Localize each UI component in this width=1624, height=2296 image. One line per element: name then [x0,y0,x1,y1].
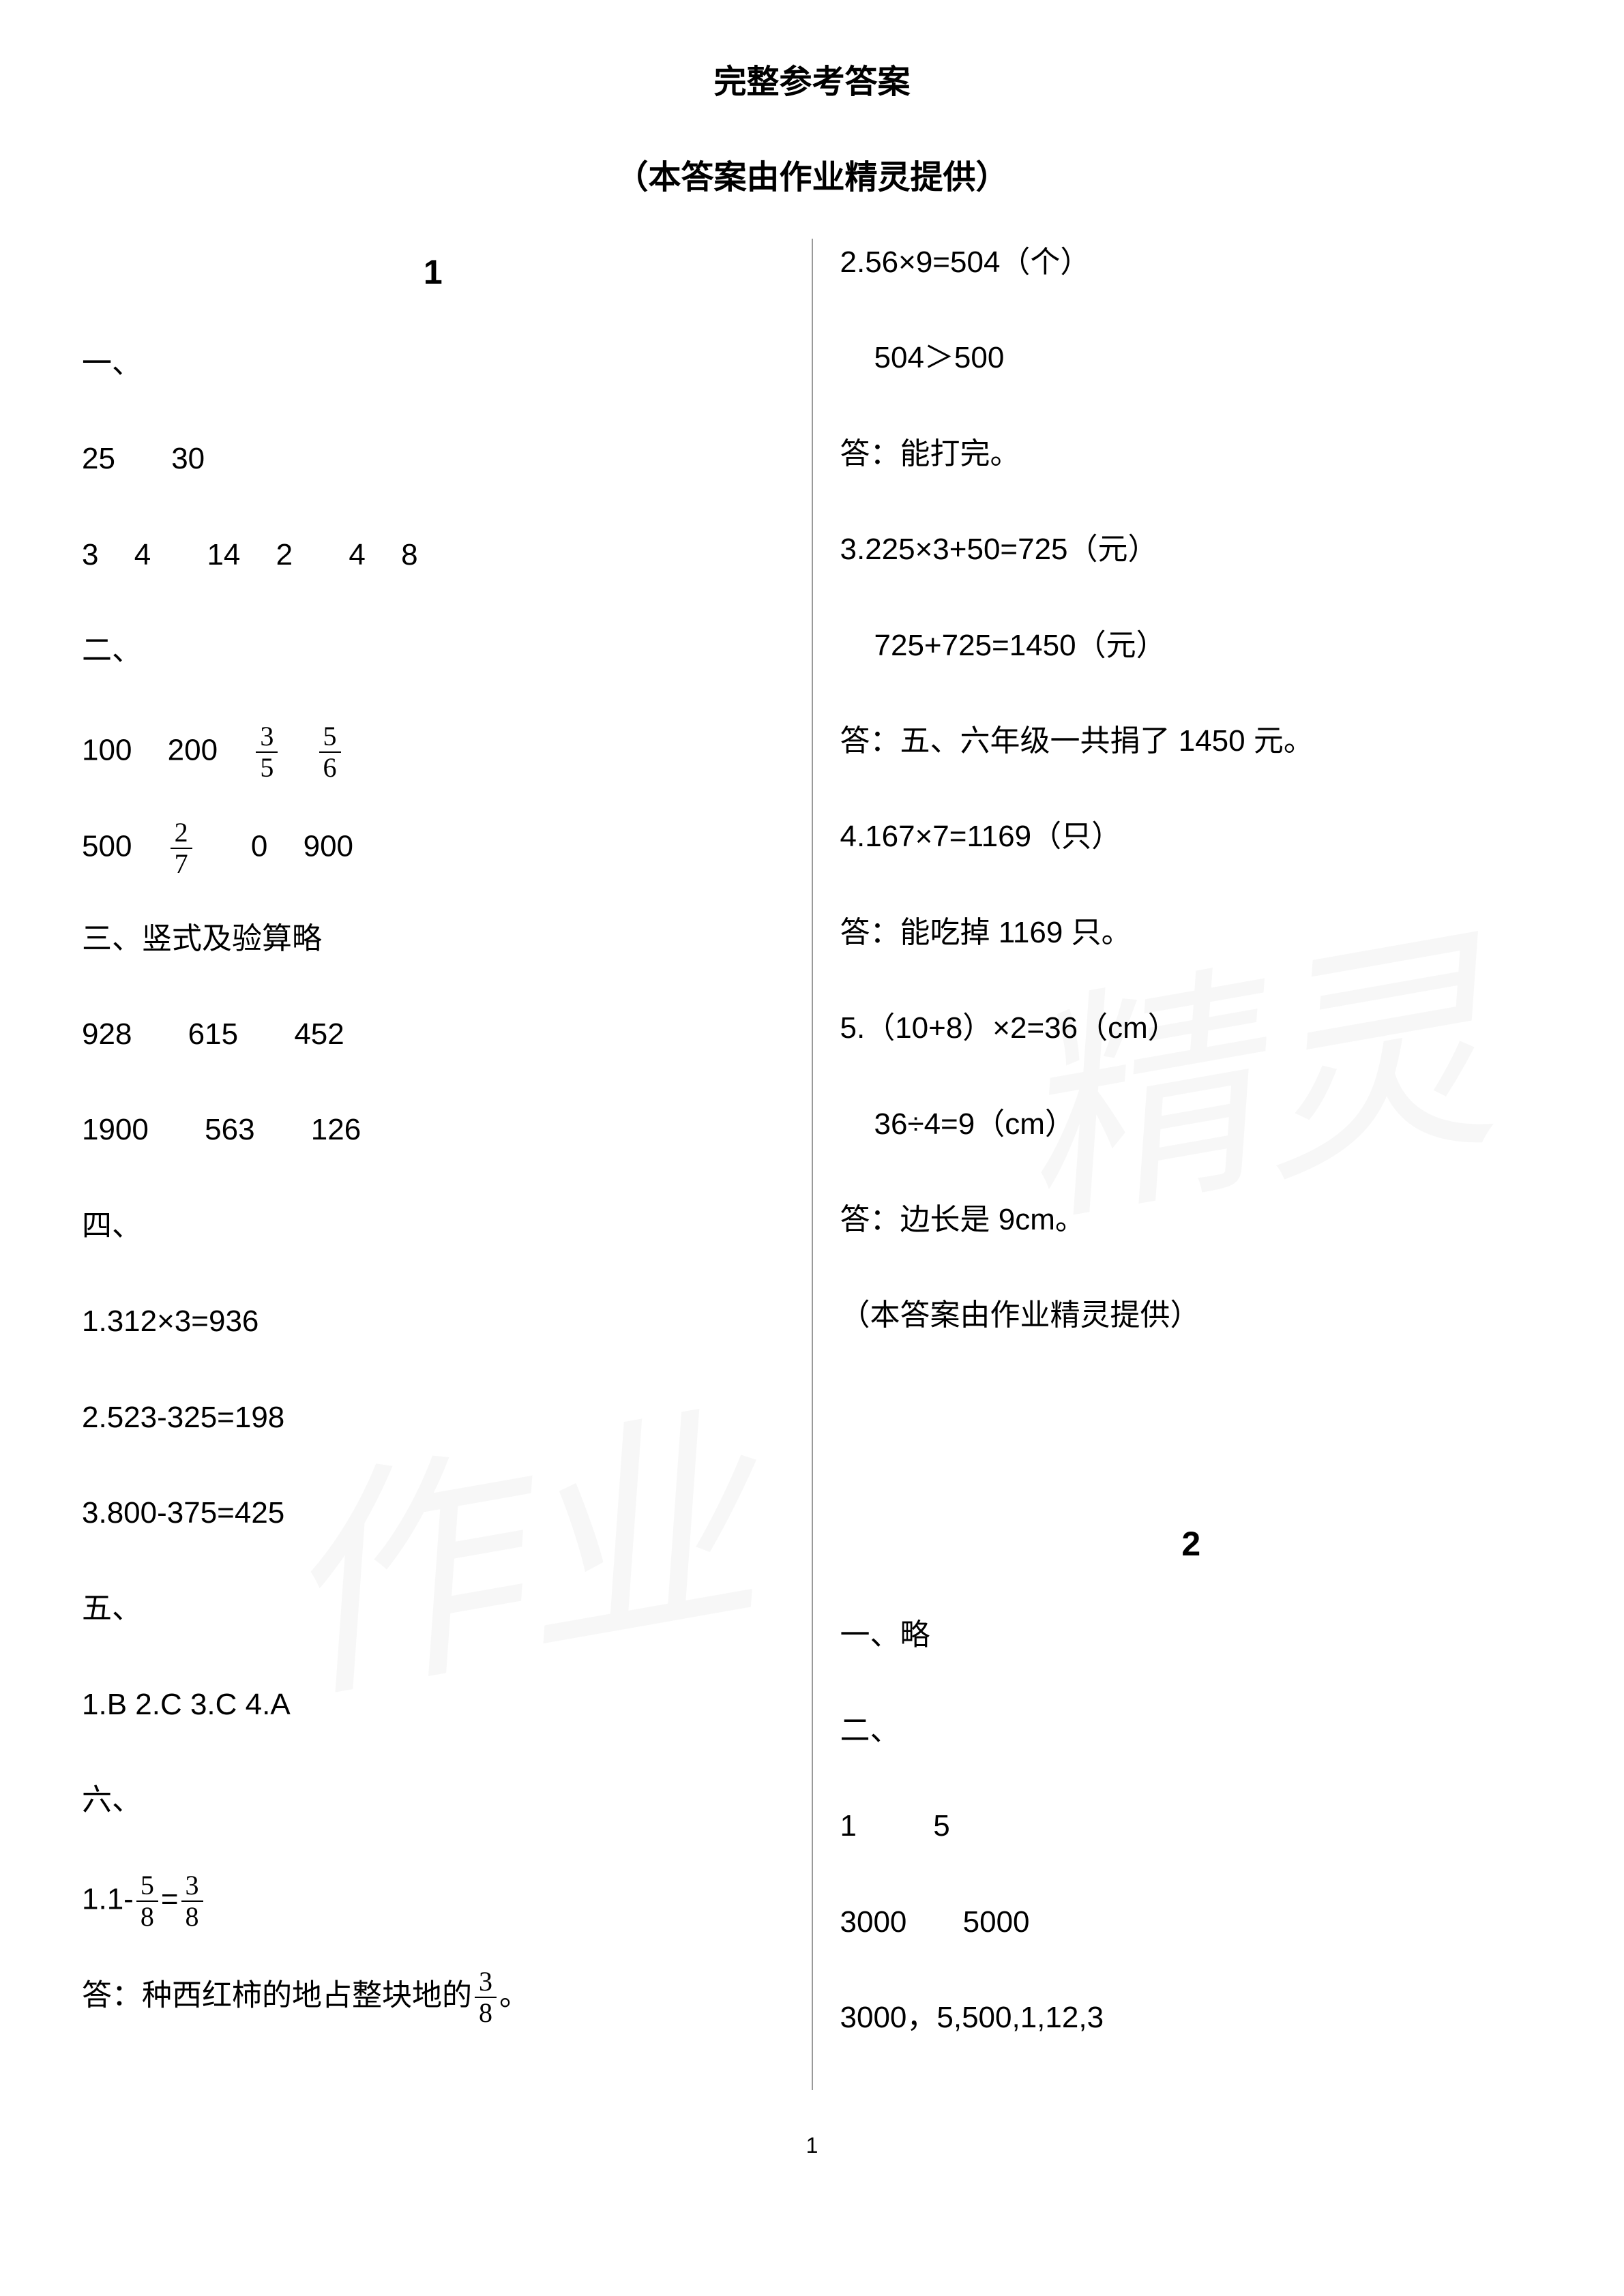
section-5-heading: 五、 [82,1585,784,1632]
value: 4 [349,538,365,571]
answer-line: 5.（10+8）×2=36（cm） [840,1004,1543,1052]
value: 3 [82,538,98,571]
value: 14 [207,538,240,571]
section-4-heading: 四、 [82,1202,784,1250]
value: 25 [82,442,115,475]
value: 500 [82,829,132,863]
answer-line: 4.167×7=1169（只） [840,813,1543,861]
section-2-row-1: 100 200 35 56 [82,723,784,781]
section-3-row-1: 928 615 452 [82,1011,784,1058]
right-column: 2.56×9=504（个） 504＞500 答：能打完。 3.225×3+50=… [812,239,1543,2090]
page-subtitle: （本答案由作业精灵提供） [82,150,1542,198]
value: 563 [205,1113,254,1146]
value: 200 [168,733,218,766]
value: 8 [401,538,417,571]
value: 452 [294,1017,344,1051]
text: 1.1- [82,1883,134,1916]
fraction: 38 [475,1968,497,2027]
value: 928 [82,1017,132,1051]
text: = [161,1883,179,1916]
section-number-1: 1 [82,252,784,292]
value: 0 [251,829,267,863]
section-number-2: 2 [840,1524,1543,1564]
section-4-item: 1.312×3=936 [82,1298,784,1345]
section-6-q1-answer: 答：种西红柿的地占整块地的38。 [82,1968,784,2027]
section-3-row-2: 1900 563 126 [82,1106,784,1154]
value: 5 [933,1809,949,1843]
fraction: 56 [319,723,341,781]
value: 2 [276,538,293,571]
answer-line: 答：边长是 9cm。 [840,1196,1543,1244]
section-6-q1: 1.1-58=38 [82,1872,784,1930]
section-4-item: 2.523-325=198 [82,1394,784,1442]
section-5-content: 1.B 2.C 3.C 4.A [82,1681,784,1729]
value: 3000 [840,1905,907,1939]
p2-section-1-heading: 一、略 [840,1611,1543,1659]
left-column: 1 一、 25 30 3 4 14 2 4 8 二、 100 200 35 56 [82,239,812,2090]
value: 4 [134,538,151,571]
answer-line: 3.225×3+50=725（元） [840,526,1543,573]
text: 答：种西红柿的地占整块地的 [82,1979,472,2012]
document-content: 完整参考答案 （本答案由作业精灵提供） 1 一、 25 30 3 4 14 2 … [82,55,1542,2090]
p2-section-2-row-3: 3000，5,500,1,12,3 [840,1994,1543,2042]
spacer [840,1388,1543,1510]
section-2-heading: 二、 [82,627,784,674]
value: 1 [840,1809,857,1843]
section-3-heading: 三、竖式及验算略 [82,915,784,963]
credit-line: （本答案由作业精灵提供） [840,1292,1543,1339]
two-column-layout: 1 一、 25 30 3 4 14 2 4 8 二、 100 200 35 56 [82,239,1542,2090]
value: 100 [82,733,132,766]
section-6-heading: 六、 [82,1776,784,1824]
value: 30 [171,442,205,475]
text: 。 [499,1979,529,2012]
value: 126 [311,1113,361,1146]
page-number: 1 [806,2133,818,2158]
fraction: 27 [171,819,192,878]
page-title: 完整参考答案 [82,55,1542,102]
answer-line: 答：能打完。 [840,430,1543,478]
answer-line: 2.56×9=504（个） [840,239,1543,286]
section-2-row-2: 500 27 0 900 [82,819,784,878]
value: 615 [188,1017,238,1051]
answer-line: 504＞500 [874,334,1543,382]
p2-section-2-heading: 二、 [840,1707,1543,1755]
section-1-row-2: 3 4 14 2 4 8 [82,531,784,579]
p2-section-2-row-1: 1 5 [840,1802,1543,1850]
fraction: 38 [181,1872,203,1930]
fraction: 58 [136,1872,158,1930]
answer-line: 答：能吃掉 1169 只。 [840,909,1543,957]
p2-section-2-row-2: 3000 5000 [840,1898,1543,1946]
section-1-heading: 一、 [82,340,784,387]
value: 5000 [963,1905,1030,1939]
section-4-item: 3.800-375=425 [82,1489,784,1537]
answer-line: 725+725=1450（元） [874,622,1543,670]
fraction: 35 [256,723,278,781]
value: 1900 [82,1113,149,1146]
value: 900 [304,829,353,863]
answer-line: 答：五、六年级一共捐了 1450 元。 [840,717,1543,765]
section-1-row-1: 25 30 [82,435,784,483]
answer-line: 36÷4=9（cm） [874,1101,1543,1148]
